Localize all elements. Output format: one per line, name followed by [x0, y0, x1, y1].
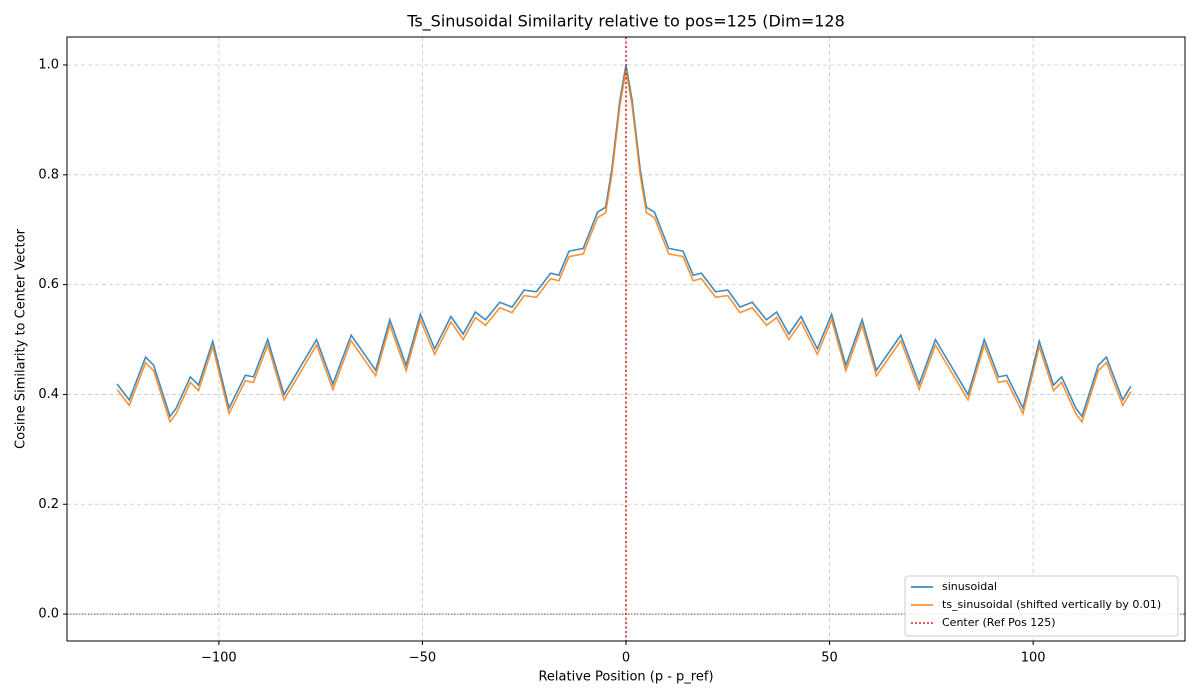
- x-tick-label: 100: [1021, 651, 1046, 666]
- x-tick-label: −100: [201, 651, 237, 666]
- x-axis-label: Relative Position (p - p_ref): [538, 670, 713, 685]
- y-tick-label: 0.2: [38, 497, 59, 512]
- legend-label: ts_sinusoidal (shifted vertically by 0.0…: [942, 598, 1161, 611]
- x-tick-label: −50: [409, 651, 436, 666]
- y-axis-label: Cosine Similarity to Center Vector: [14, 228, 29, 449]
- x-tick-label: 50: [821, 651, 838, 666]
- axes-frame: [66, 36, 1186, 642]
- series-line: [116, 70, 1132, 424]
- y-tick-label: 0.4: [38, 387, 59, 402]
- x-tick-label: 0: [622, 651, 630, 666]
- legend-box: [904, 575, 1179, 637]
- y-tick-label: 1.0: [38, 58, 59, 73]
- y-tick-label: 0.6: [38, 277, 59, 292]
- y-tick-label: 0.8: [38, 167, 59, 182]
- legend-label: Center (Ref Pos 125): [942, 616, 1056, 629]
- y-tick-label: 0.0: [38, 607, 59, 622]
- chart-title: Ts_Sinusoidal Similarity relative to pos…: [406, 12, 845, 32]
- legend-label: sinusoidal: [942, 580, 997, 593]
